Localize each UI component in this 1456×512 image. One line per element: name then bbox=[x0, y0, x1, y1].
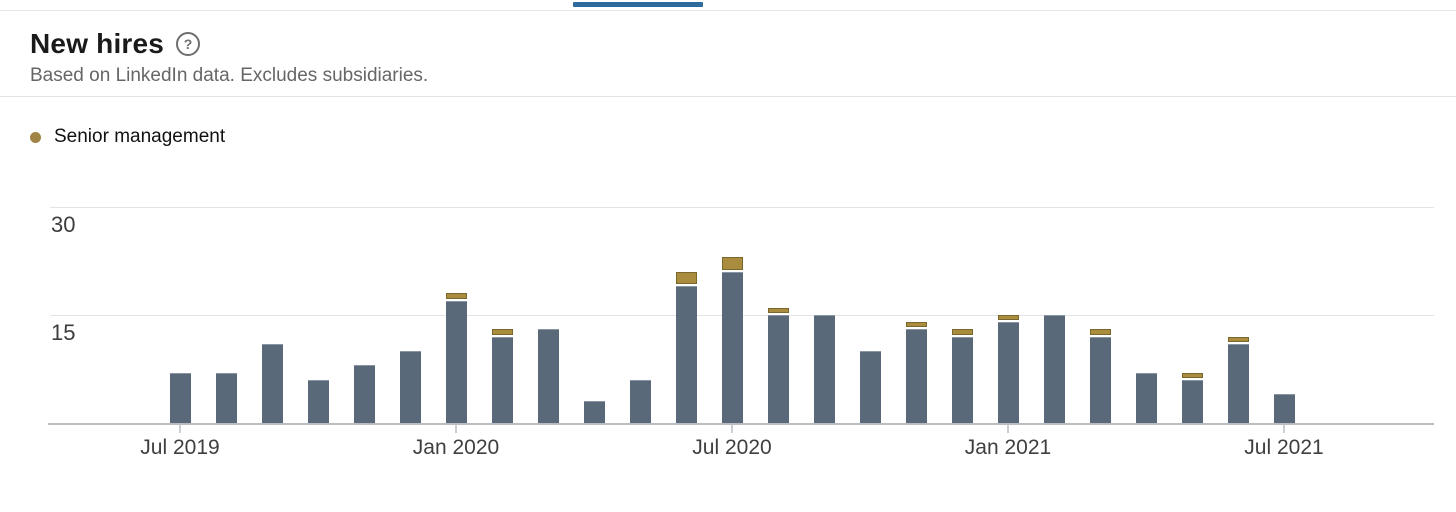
bar-jan-2021[interactable] bbox=[997, 315, 1019, 423]
bar-segment-all-hires bbox=[1181, 379, 1203, 423]
x-tick-jul-2020 bbox=[731, 425, 733, 433]
bar-nov-2020[interactable] bbox=[905, 322, 927, 423]
x-tick-jan-2020 bbox=[455, 425, 457, 433]
bar-segment-senior-management bbox=[1089, 329, 1111, 335]
x-tick-jan-2021 bbox=[1007, 425, 1009, 433]
bar-segment-all-hires bbox=[399, 351, 421, 423]
bar-jun-2020[interactable] bbox=[675, 271, 697, 423]
x-tick-jul-2019 bbox=[179, 425, 181, 433]
x-label-jul-2019: Jul 2019 bbox=[140, 436, 220, 459]
bar-apr-2021[interactable] bbox=[1135, 372, 1157, 423]
bar-segment-senior-management bbox=[951, 329, 973, 335]
bar-segment-all-hires bbox=[215, 372, 237, 423]
header: New hires ? bbox=[30, 28, 201, 60]
bar-segment-senior-management bbox=[997, 315, 1019, 321]
bar-segment-all-hires bbox=[1135, 372, 1157, 423]
bar-segment-all-hires bbox=[307, 379, 329, 423]
bar-segment-all-hires bbox=[1043, 315, 1065, 423]
active-tab-indicator[interactable] bbox=[573, 2, 703, 7]
bar-segment-all-hires bbox=[629, 379, 651, 423]
bar-feb-2020[interactable] bbox=[491, 329, 513, 423]
y-tick-label-30: 30 bbox=[51, 212, 76, 237]
bar-segment-all-hires bbox=[1273, 394, 1295, 423]
x-label-jan-2021: Jan 2021 bbox=[964, 436, 1052, 459]
bar-may-2021[interactable] bbox=[1181, 372, 1203, 423]
bar-segment-senior-management bbox=[767, 307, 789, 313]
bar-segment-senior-management bbox=[445, 293, 467, 299]
bar-jun-2021[interactable] bbox=[1227, 336, 1249, 423]
bar-apr-2020[interactable] bbox=[583, 401, 605, 423]
bar-segment-all-hires bbox=[537, 329, 559, 423]
help-icon[interactable]: ? bbox=[176, 32, 201, 56]
y-tick-label-15: 15 bbox=[51, 320, 76, 345]
bar-segment-all-hires bbox=[721, 271, 743, 423]
bar-segment-all-hires bbox=[767, 314, 789, 423]
bar-segment-all-hires bbox=[1227, 343, 1249, 423]
page-title: New hires bbox=[30, 28, 165, 59]
x-axis-baseline bbox=[48, 423, 1434, 425]
bar-feb-2021[interactable] bbox=[1043, 315, 1065, 423]
bar-aug-2020[interactable] bbox=[767, 307, 789, 423]
bar-dec-2019[interactable] bbox=[399, 351, 421, 423]
bar-mar-2021[interactable] bbox=[1089, 329, 1111, 423]
bar-dec-2020[interactable] bbox=[951, 329, 973, 423]
bar-mar-2020[interactable] bbox=[537, 329, 559, 423]
bar-jul-2020[interactable] bbox=[721, 257, 743, 423]
bar-segment-senior-management bbox=[1227, 336, 1249, 342]
bar-jul-2021[interactable] bbox=[1273, 394, 1295, 423]
x-label-jul-2020: Jul 2020 bbox=[692, 436, 772, 459]
bar-sep-2019[interactable] bbox=[261, 343, 283, 423]
tabbar-divider bbox=[0, 10, 1456, 11]
bar-segment-all-hires bbox=[905, 329, 927, 423]
bar-jan-2020[interactable] bbox=[445, 293, 467, 423]
bar-segment-senior-management bbox=[721, 257, 743, 270]
bar-segment-all-hires bbox=[491, 336, 513, 423]
bar-segment-senior-management bbox=[491, 329, 513, 335]
legend: Senior management bbox=[30, 126, 225, 148]
bar-segment-all-hires bbox=[675, 286, 697, 423]
bar-segment-all-hires bbox=[169, 372, 191, 423]
bar-oct-2020[interactable] bbox=[859, 351, 881, 423]
bar-may-2020[interactable] bbox=[629, 379, 651, 423]
legend-dot-senior-management bbox=[30, 131, 41, 143]
subtitle: Based on LinkedIn data. Excludes subsidi… bbox=[30, 65, 429, 86]
bar-aug-2019[interactable] bbox=[215, 372, 237, 423]
x-label-jan-2020: Jan 2020 bbox=[412, 436, 500, 459]
bar-jul-2019[interactable] bbox=[169, 372, 191, 423]
bar-segment-senior-management bbox=[1181, 372, 1203, 378]
bar-segment-all-hires bbox=[445, 300, 467, 423]
bar-segment-all-hires bbox=[997, 322, 1019, 423]
bar-segment-all-hires bbox=[261, 343, 283, 423]
header-divider bbox=[0, 96, 1456, 97]
legend-label-senior-management: Senior management bbox=[54, 126, 226, 147]
bar-segment-all-hires bbox=[859, 351, 881, 423]
bar-segment-all-hires bbox=[583, 401, 605, 423]
x-tick-jul-2021 bbox=[1283, 425, 1285, 433]
bar-segment-all-hires bbox=[353, 365, 375, 423]
bar-nov-2019[interactable] bbox=[353, 365, 375, 423]
bar-segment-all-hires bbox=[1089, 336, 1111, 423]
bar-oct-2019[interactable] bbox=[307, 379, 329, 423]
x-label-jul-2021: Jul 2021 bbox=[1244, 436, 1324, 459]
bar-segment-all-hires bbox=[813, 315, 835, 423]
bar-sep-2020[interactable] bbox=[813, 315, 835, 423]
gridline-30 bbox=[50, 207, 1434, 208]
bar-segment-senior-management bbox=[675, 271, 697, 285]
bar-segment-all-hires bbox=[951, 336, 973, 423]
bar-segment-senior-management bbox=[905, 322, 927, 328]
